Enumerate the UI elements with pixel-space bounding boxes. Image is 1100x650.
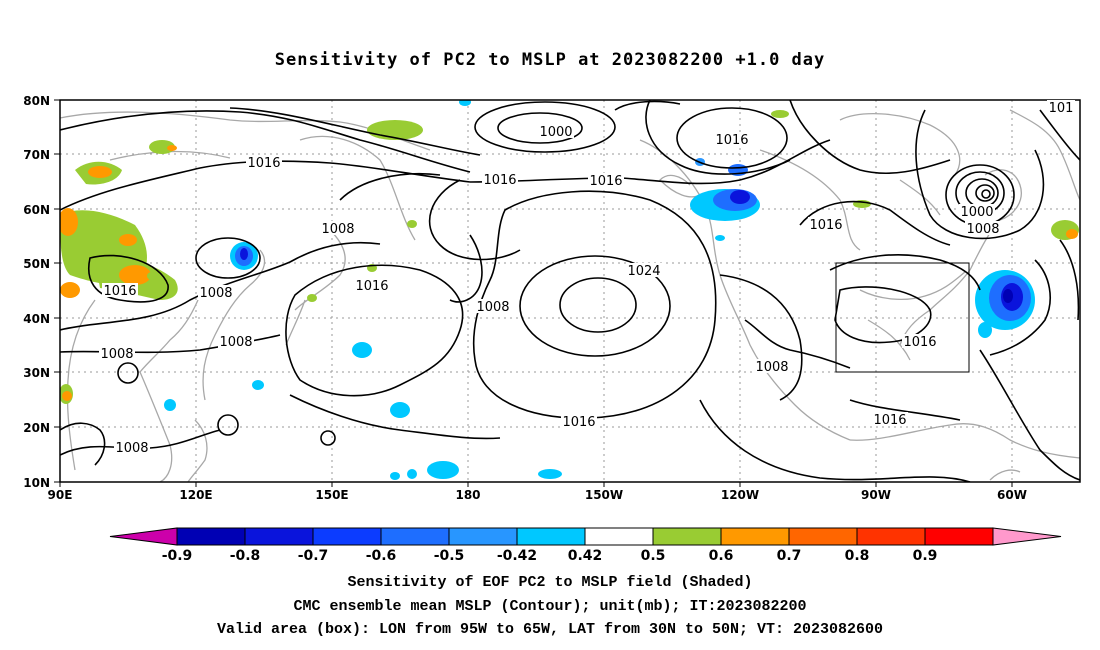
contour-label: 1000 bbox=[539, 125, 572, 140]
lat-label: 60N bbox=[23, 203, 50, 217]
contour-label-bg bbox=[959, 204, 995, 218]
colorbar-tick-label: 0.9 bbox=[913, 548, 938, 564]
contour-label-bg bbox=[872, 412, 908, 426]
contour-label-bg bbox=[99, 346, 135, 360]
contour-label-bg bbox=[626, 263, 662, 277]
lon-label: 120E bbox=[179, 488, 212, 502]
contour-label-bg bbox=[561, 414, 597, 428]
contour-label-bg bbox=[320, 221, 356, 235]
colorbar-tick-label: -0.42 bbox=[497, 548, 537, 564]
contour-label-bg bbox=[218, 334, 254, 348]
contour-label-bg bbox=[714, 132, 750, 146]
colorbar-tick-label: -0.8 bbox=[230, 548, 261, 564]
caption-contour: CMC ensemble mean MSLP (Contour); unit(m… bbox=[293, 598, 807, 615]
colorbar-segment bbox=[584, 527, 654, 546]
contour-label-bg bbox=[102, 283, 138, 297]
contour-label: 1016 bbox=[589, 174, 622, 189]
colorbar-tick-label: -0.9 bbox=[162, 548, 193, 564]
contour-label: 1024 bbox=[627, 264, 660, 279]
contour-label-bg bbox=[354, 278, 390, 292]
colorbar-segment bbox=[856, 527, 926, 546]
latitude-labels: 80N 70N 60N 50N 40N 30N 20N 10N bbox=[23, 94, 60, 490]
contour-label: 1016 bbox=[483, 173, 516, 188]
contour-label-bg bbox=[198, 285, 234, 299]
contour-label: 1008 bbox=[755, 360, 788, 375]
colorbar-segment bbox=[244, 527, 314, 546]
colorbar-tick-label: -0.5 bbox=[434, 548, 465, 564]
contour-label: 1016 bbox=[809, 218, 842, 233]
contour-label-bg bbox=[808, 217, 844, 231]
contour-label: 1016 bbox=[903, 335, 936, 350]
contour-label: 1016 bbox=[562, 415, 595, 430]
colorbar: -0.9 -0.8 -0.7 -0.6 -0.5 -0.42 0.42 0.5 0.6 0.7 0.… bbox=[109, 527, 1062, 564]
contour-label-bg bbox=[475, 299, 511, 313]
colorbar-tick-label: -0.6 bbox=[366, 548, 397, 564]
lat-label: 80N bbox=[23, 94, 50, 108]
contour-label: 1008 bbox=[321, 222, 354, 237]
colorbar-segment bbox=[516, 527, 586, 546]
lat-label: 30N bbox=[23, 366, 50, 380]
contour-label: 1008 bbox=[219, 335, 252, 350]
contour-label: 1008 bbox=[966, 222, 999, 237]
colorbar-tick-label: 0.8 bbox=[845, 548, 870, 564]
colorbar-segment bbox=[380, 527, 450, 546]
contour-label-bg bbox=[114, 440, 150, 454]
contour-label-bg bbox=[965, 221, 1001, 235]
sensitivity-shading bbox=[60, 100, 1079, 480]
lon-label: 120W bbox=[721, 488, 759, 502]
contour-label: 1008 bbox=[476, 300, 509, 315]
contour-label: 1016 bbox=[873, 413, 906, 428]
contour-label-bg bbox=[754, 359, 790, 373]
contour-label-bg bbox=[246, 155, 282, 169]
contour-label-bg bbox=[482, 172, 518, 186]
lat-label: 20N bbox=[23, 421, 50, 435]
colorbar-segment bbox=[176, 527, 246, 546]
caption-valid-area: Valid area (box): LON from 95W to 65W, L… bbox=[216, 621, 884, 638]
contour-label: 1016 bbox=[715, 133, 748, 148]
caption-shading: Sensitivity of EOF PC2 to MSLP field (Sh… bbox=[347, 574, 753, 591]
lon-label: 150E bbox=[315, 488, 348, 502]
longitude-labels: 90E 120E 150E 180 150W 120W 90W 60W bbox=[48, 482, 1027, 502]
lat-label: 70N bbox=[23, 148, 50, 162]
contour-label: 101 bbox=[1049, 101, 1074, 116]
lon-label: 150W bbox=[585, 488, 623, 502]
contour-label-bg bbox=[538, 124, 574, 138]
contour-label: 1016 bbox=[247, 156, 280, 171]
contour-label: 1000 bbox=[960, 205, 993, 220]
lat-label: 10N bbox=[23, 476, 50, 490]
contour-label: 1016 bbox=[355, 279, 388, 294]
contour-label: 1008 bbox=[199, 286, 232, 301]
lon-label: 60W bbox=[997, 488, 1027, 502]
colorbar-tick-label: 0.7 bbox=[777, 548, 802, 564]
colorbar-tick-label: -0.7 bbox=[298, 548, 329, 564]
contour-label: 1016 bbox=[103, 284, 136, 299]
contour-label-bg bbox=[1047, 100, 1075, 114]
colorbar-arrow-high bbox=[992, 527, 1062, 546]
colorbar-segment bbox=[788, 527, 858, 546]
contour-label-bg bbox=[902, 334, 938, 348]
colorbar-segment bbox=[312, 527, 382, 546]
colorbar-segment bbox=[924, 527, 994, 546]
lon-label: 90E bbox=[48, 488, 73, 502]
colorbar-segment bbox=[448, 527, 518, 546]
contour-label: 1008 bbox=[100, 347, 133, 362]
contour-label-bg bbox=[588, 173, 624, 187]
lon-label: 90W bbox=[861, 488, 891, 502]
colorbar-segment bbox=[652, 527, 722, 546]
lat-label: 50N bbox=[23, 257, 50, 271]
colorbar-tick-label: 0.6 bbox=[709, 548, 734, 564]
colorbar-segment bbox=[720, 527, 790, 546]
contour-label: 1008 bbox=[115, 441, 148, 456]
colorbar-tick-label: 0.42 bbox=[568, 548, 603, 564]
contour-label-layer: 1000 1016 1016 1016 1016 1008 1008 1016 1016 1024… bbox=[99, 100, 1075, 456]
valid-area-box bbox=[835, 262, 970, 373]
figure-title: Sensitivity of PC2 to MSLP at 2023082200… bbox=[274, 50, 826, 70]
lon-label: 180 bbox=[455, 488, 480, 502]
colorbar-tick-label: 0.5 bbox=[641, 548, 666, 564]
plot-frame bbox=[59, 99, 1081, 483]
lat-label: 40N bbox=[23, 312, 50, 326]
colorbar-arrow-low bbox=[109, 527, 178, 546]
